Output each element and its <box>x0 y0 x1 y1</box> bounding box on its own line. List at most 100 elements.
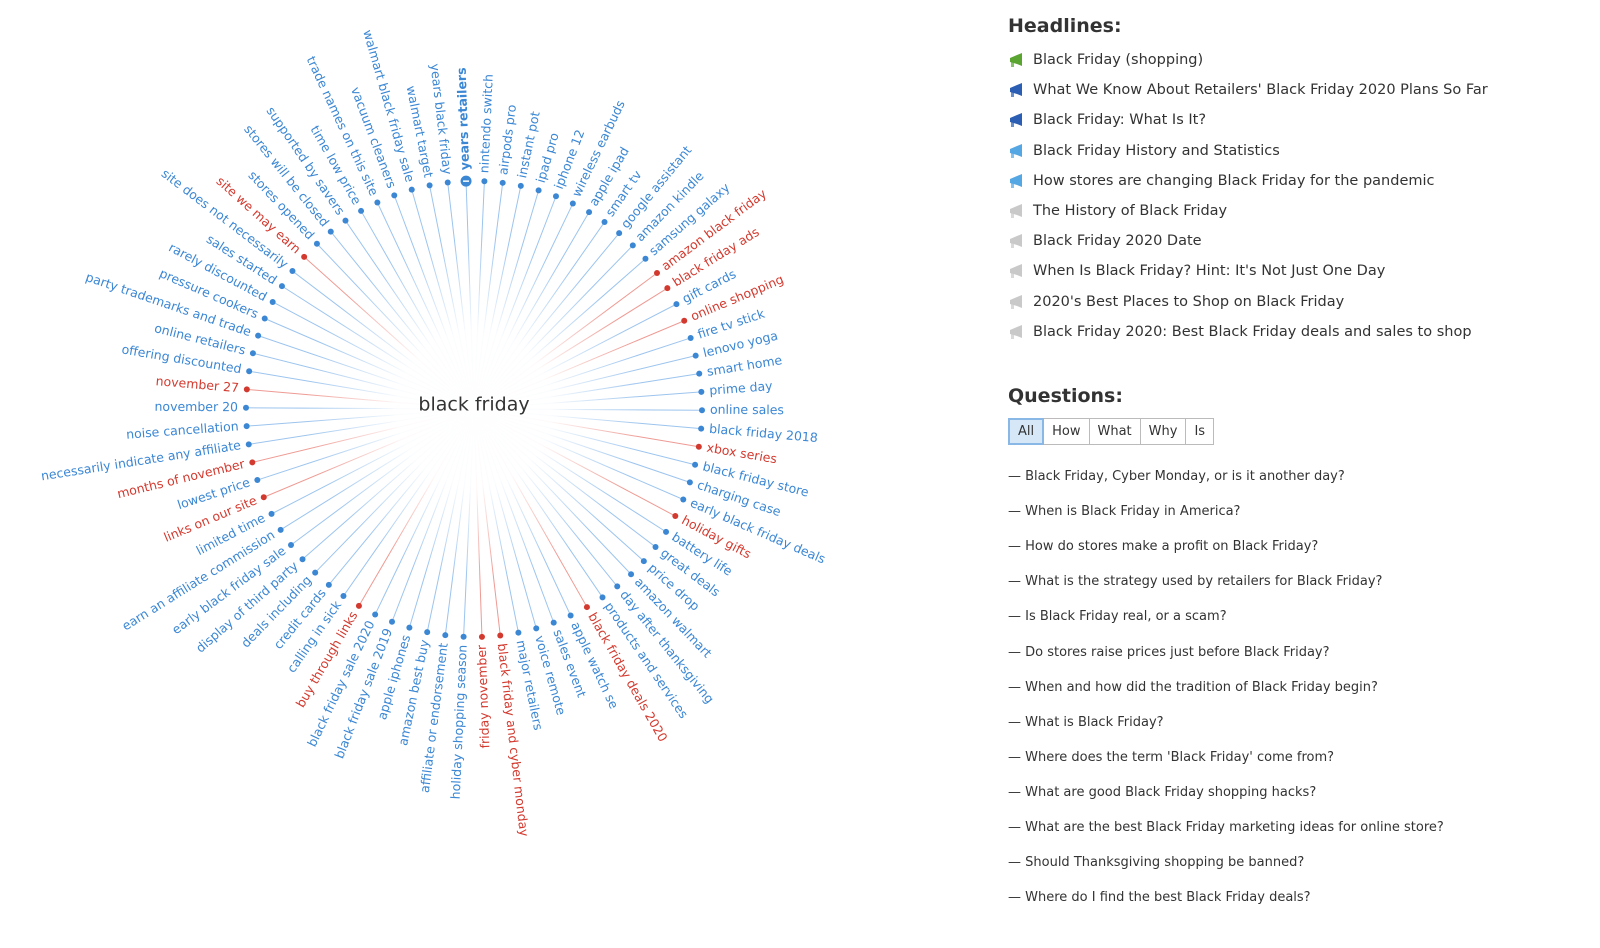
keyword-dot[interactable] <box>255 332 262 339</box>
headline-text[interactable]: What We Know About Retailers' Black Frid… <box>1033 82 1488 99</box>
keyword-dot[interactable] <box>325 581 332 588</box>
keyword-dot[interactable] <box>424 629 431 636</box>
question[interactable]: — What is Black Friday? <box>1008 714 1164 730</box>
keyword-dot[interactable] <box>287 541 294 548</box>
headline-text[interactable]: Black Friday: What Is It? <box>1033 112 1207 129</box>
keyword-dot[interactable] <box>260 494 267 501</box>
filter-button[interactable]: All <box>1008 418 1045 445</box>
keyword-label[interactable]: black friday 2018 <box>709 421 819 445</box>
keyword-dot[interactable] <box>642 255 649 262</box>
keyword-dot[interactable] <box>698 388 705 395</box>
keyword-dot[interactable] <box>696 370 703 377</box>
keyword-label[interactable]: november 20 <box>154 399 238 414</box>
keyword-dot[interactable] <box>261 315 268 322</box>
keyword-dot[interactable] <box>408 186 415 193</box>
keyword-dot[interactable] <box>444 179 451 186</box>
keyword-dot[interactable] <box>358 207 365 214</box>
keyword-dot[interactable] <box>628 571 635 578</box>
keyword-dot[interactable] <box>616 230 623 237</box>
keyword-dot[interactable] <box>569 200 576 207</box>
keyword-dot[interactable] <box>614 583 621 590</box>
question[interactable]: — What is the strategy used by retailers… <box>1008 574 1383 590</box>
keyword-dot[interactable] <box>681 317 688 324</box>
keyword-dot[interactable] <box>269 298 276 305</box>
keyword-dot[interactable] <box>355 602 362 609</box>
keyword-dot[interactable] <box>698 407 705 414</box>
question[interactable]: — When and how did the tradition of Blac… <box>1008 679 1378 695</box>
keyword-dot[interactable] <box>599 594 606 601</box>
keyword-dot[interactable] <box>629 242 636 249</box>
headline-text[interactable]: When Is Black Friday? Hint: It's Not Jus… <box>1033 263 1386 280</box>
headline-text[interactable]: Black Friday 2020: Best Black Friday dea… <box>1033 323 1472 340</box>
keyword-label[interactable]: noise cancellation <box>126 418 240 441</box>
keyword-dot[interactable] <box>664 285 671 292</box>
keyword-dot[interactable] <box>663 528 670 535</box>
question[interactable]: — Black Friday, Cyber Monday, or is it a… <box>1008 469 1345 484</box>
keyword-dot[interactable] <box>692 352 699 359</box>
keyword-dot[interactable] <box>550 619 557 626</box>
keyword-label[interactable]: holiday shopping season <box>448 644 470 799</box>
keyword-dot[interactable] <box>372 611 379 618</box>
keyword-dot[interactable] <box>680 496 687 503</box>
headline[interactable]: The History of Black Friday <box>1008 203 1227 219</box>
headline[interactable]: How stores are changing Black Friday for… <box>1008 173 1435 189</box>
keyword-dot[interactable] <box>426 182 433 189</box>
keyword-dot[interactable] <box>277 526 284 533</box>
keyword-dot[interactable] <box>340 592 347 599</box>
keyword-dot[interactable] <box>692 461 699 468</box>
keyword-dot[interactable] <box>583 604 590 611</box>
headline[interactable]: Black Friday History and Statistics <box>1008 143 1280 159</box>
headline[interactable]: Black Friday: What Is It? <box>1008 112 1206 128</box>
question[interactable]: — How do stores make a profit on Black F… <box>1008 539 1319 555</box>
keyword-dot[interactable] <box>243 423 250 430</box>
keyword-dot[interactable] <box>481 178 488 185</box>
question[interactable]: — What are good Black Friday shopping ha… <box>1008 784 1317 800</box>
headline[interactable]: Black Friday (shopping) <box>1008 52 1203 68</box>
keyword-dot[interactable] <box>533 625 540 632</box>
question[interactable]: — Is Black Friday real, or a scam? <box>1008 609 1227 625</box>
keyword-dot[interactable] <box>460 633 467 640</box>
keyword-dot[interactable] <box>499 179 506 186</box>
headline-text[interactable]: The History of Black Friday <box>1033 203 1228 219</box>
keyword-dot[interactable] <box>246 368 253 375</box>
keyword-dot[interactable] <box>586 209 593 216</box>
headline[interactable]: What We Know About Retailers' Black Frid… <box>1008 82 1488 98</box>
filter-button[interactable]: Why <box>1139 418 1187 445</box>
keyword-dot[interactable] <box>535 187 542 194</box>
keyword-dot[interactable] <box>278 283 285 290</box>
keyword-dot[interactable] <box>687 334 694 341</box>
keyword-dot[interactable] <box>640 558 647 565</box>
question[interactable]: — When is Black Friday in America? <box>1008 504 1241 520</box>
keyword-label[interactable]: airpods pro <box>495 104 519 176</box>
headline[interactable]: Black Friday 2020: Best Black Friday dea… <box>1008 324 1472 340</box>
keyword-dot[interactable] <box>301 253 308 260</box>
filter-button[interactable]: Is <box>1185 418 1215 445</box>
headline[interactable]: Black Friday 2020 Date <box>1008 233 1202 249</box>
keyword-dot[interactable] <box>312 569 319 576</box>
keyword-dot[interactable] <box>517 182 524 189</box>
keyword-dot[interactable] <box>406 624 413 631</box>
headline-text[interactable]: Black Friday (shopping) <box>1033 52 1204 68</box>
headline-text[interactable]: Black Friday 2020 Date <box>1033 233 1202 250</box>
keyword-dot[interactable] <box>249 459 256 466</box>
filter-button[interactable]: How <box>1043 418 1090 445</box>
keyword-dot[interactable] <box>552 193 559 200</box>
keyword-dot[interactable] <box>313 240 320 247</box>
keyword-dot[interactable] <box>389 618 396 625</box>
keyword-dot[interactable] <box>243 404 250 411</box>
keyword-dot[interactable] <box>342 217 349 224</box>
keyword-dot[interactable] <box>652 543 659 550</box>
question[interactable]: — Should Thanksgiving shopping be banned… <box>1008 855 1305 871</box>
headline[interactable]: When Is Black Friday? Hint: It's Not Jus… <box>1008 263 1385 279</box>
keyword-dot[interactable] <box>672 513 679 520</box>
filter-button[interactable]: What <box>1088 418 1141 445</box>
keyword-label[interactable]: online sales <box>710 402 784 417</box>
keyword-dot[interactable] <box>654 270 661 277</box>
keyword-dot[interactable] <box>698 425 705 432</box>
keyword-label[interactable]: years retailers <box>454 67 473 170</box>
headline-text[interactable]: Black Friday History and Statistics <box>1033 142 1280 159</box>
keyword-dot[interactable] <box>289 268 296 275</box>
keyword-dot[interactable] <box>497 632 504 639</box>
keyword-dot[interactable] <box>245 441 252 448</box>
keyword-dot[interactable] <box>478 633 485 640</box>
